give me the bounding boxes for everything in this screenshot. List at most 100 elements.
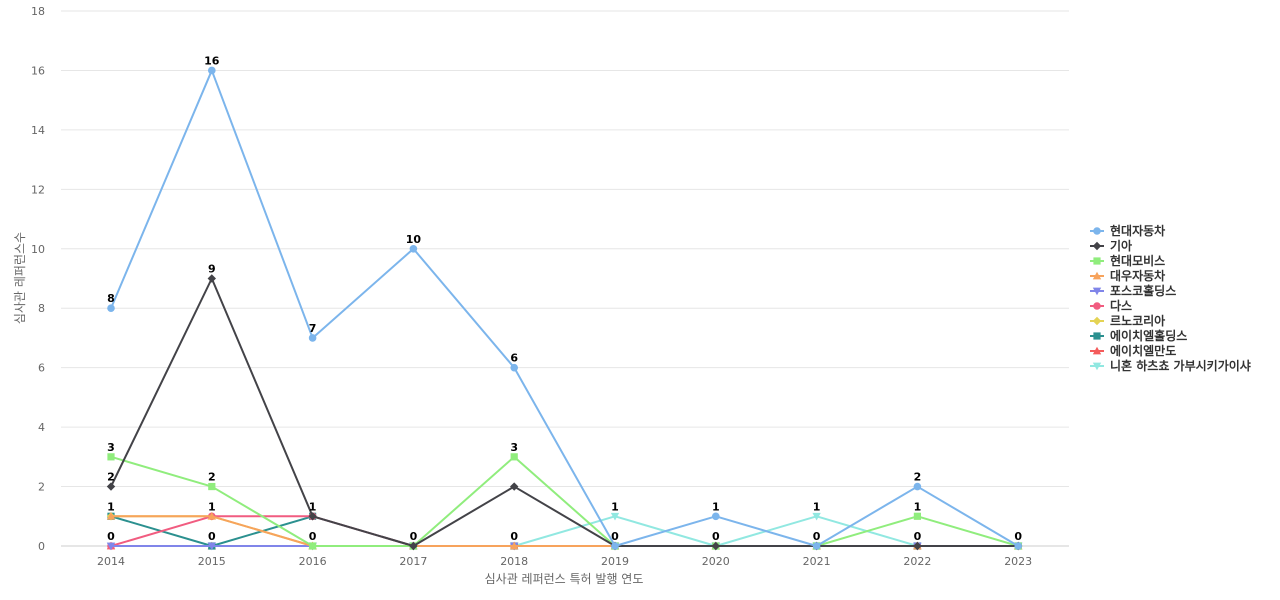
data-label: 6 (510, 352, 518, 365)
legend-marker (1093, 227, 1101, 235)
data-label: 1 (813, 500, 821, 513)
legend-label: 에이치엘만도 (1110, 343, 1176, 358)
data-point (1014, 542, 1022, 550)
data-label: 10 (406, 233, 422, 246)
legend-marker (1092, 346, 1102, 355)
legend-label: 에이치엘홀딩스 (1110, 328, 1187, 343)
legend-label: 포스코홀딩스 (1110, 283, 1176, 298)
x-axis-title: 심사관 레퍼런스 특허 발행 연도 (485, 571, 644, 586)
legend-label: 현대자동차 (1110, 223, 1165, 238)
data-label: 0 (712, 530, 720, 543)
data-label: 2 (208, 471, 216, 484)
grid-lines (61, 10, 1069, 547)
y-tick-label: 12 (31, 183, 45, 196)
legend-item[interactable]: 현대모비스 (1090, 253, 1165, 268)
x-tick-label: 2014 (97, 555, 125, 568)
y-tick-label: 8 (38, 302, 45, 315)
data-point (409, 541, 418, 551)
data-label: 0 (1014, 530, 1022, 543)
y-tick-label: 2 (38, 481, 45, 494)
legend-marker (1093, 257, 1101, 265)
series-2 (107, 453, 1022, 550)
data-point (812, 542, 821, 550)
x-tick-label: 2022 (903, 555, 931, 568)
x-tick-label: 2016 (299, 555, 327, 568)
data-point (208, 66, 216, 75)
x-tick-label: 2018 (500, 555, 528, 568)
data-point (106, 512, 116, 520)
data-point (207, 274, 216, 283)
data-point (107, 304, 115, 313)
data-point (711, 541, 720, 551)
data-point (107, 453, 115, 461)
legend-item[interactable]: 니혼 하츠쵸 가부시키가이샤 (1090, 358, 1251, 373)
legend-marker (1092, 241, 1102, 251)
data-label: 1 (712, 500, 720, 513)
x-tick-label: 2021 (803, 555, 831, 568)
legend-marker (1092, 316, 1102, 326)
series-0 (107, 66, 1022, 550)
series-9 (106, 512, 1023, 551)
legend-item[interactable]: 에이치엘홀딩스 (1090, 328, 1187, 343)
x-tick-label: 2023 (1004, 555, 1032, 568)
y-tick-label: 4 (38, 421, 45, 434)
data-label: 0 (309, 530, 317, 543)
data-point (510, 453, 518, 461)
series-1 (106, 274, 1023, 551)
data-label: 0 (107, 530, 115, 543)
data-point (106, 482, 116, 491)
y-tick-label: 10 (31, 243, 45, 256)
series-line (110, 455, 1019, 547)
legend-label: 다스 (1110, 298, 1132, 313)
data-label: 2 (107, 471, 115, 484)
legend-marker (1093, 302, 1101, 310)
legend-item[interactable]: 기아 (1090, 238, 1132, 253)
y-axis-title: 심사관 레퍼런스수 (13, 232, 27, 324)
series-line (110, 277, 1019, 547)
data-point (611, 542, 619, 550)
legend-item[interactable]: 포스코홀딩스 (1090, 283, 1176, 298)
y-tick-label: 18 (31, 5, 45, 18)
data-point (610, 512, 620, 521)
y-tick-label: 0 (38, 540, 45, 553)
data-label: 1 (107, 500, 115, 513)
data-point (308, 512, 317, 521)
legend-item[interactable]: 현대자동차 (1090, 223, 1165, 238)
data-point (510, 482, 519, 491)
data-point (510, 363, 518, 372)
data-label: 1 (914, 500, 922, 513)
series-line (111, 515, 1019, 547)
data-label: 2 (914, 471, 922, 484)
legend-item[interactable]: 에이치엘만도 (1090, 343, 1176, 358)
data-point (409, 244, 418, 253)
x-tick-label: 2015 (198, 555, 226, 568)
series-line (110, 69, 1019, 547)
legend-label: 르노코리아 (1110, 313, 1165, 328)
legend-item[interactable]: 르노코리아 (1090, 313, 1165, 328)
data-point (510, 541, 519, 550)
legend: 현대자동차기아현대모비스대우자동차포스코홀딩스다스르노코리아에이치엘홀딩스에이치… (1090, 223, 1251, 373)
legend-item[interactable]: 대우자동차 (1090, 268, 1165, 283)
x-tick-label: 2017 (399, 555, 427, 568)
data-label: 3 (510, 441, 518, 454)
data-point (308, 334, 317, 342)
data-point (207, 542, 216, 551)
y-tick-label: 14 (31, 124, 45, 137)
data-point (207, 512, 216, 520)
data-label: 0 (410, 530, 418, 543)
data-label: 1 (208, 500, 216, 513)
legend-label: 현대모비스 (1110, 253, 1165, 268)
legend-marker (1093, 332, 1101, 340)
legend-label: 대우자동차 (1110, 268, 1165, 283)
data-label: 8 (107, 292, 115, 305)
data-point (913, 512, 921, 520)
data-label: 9 (208, 263, 216, 276)
data-point (913, 541, 922, 551)
series-lines (106, 66, 1023, 551)
legend-item[interactable]: 다스 (1090, 298, 1132, 313)
data-point (812, 512, 821, 521)
data-label: 7 (309, 322, 317, 335)
data-label: 0 (208, 530, 216, 543)
